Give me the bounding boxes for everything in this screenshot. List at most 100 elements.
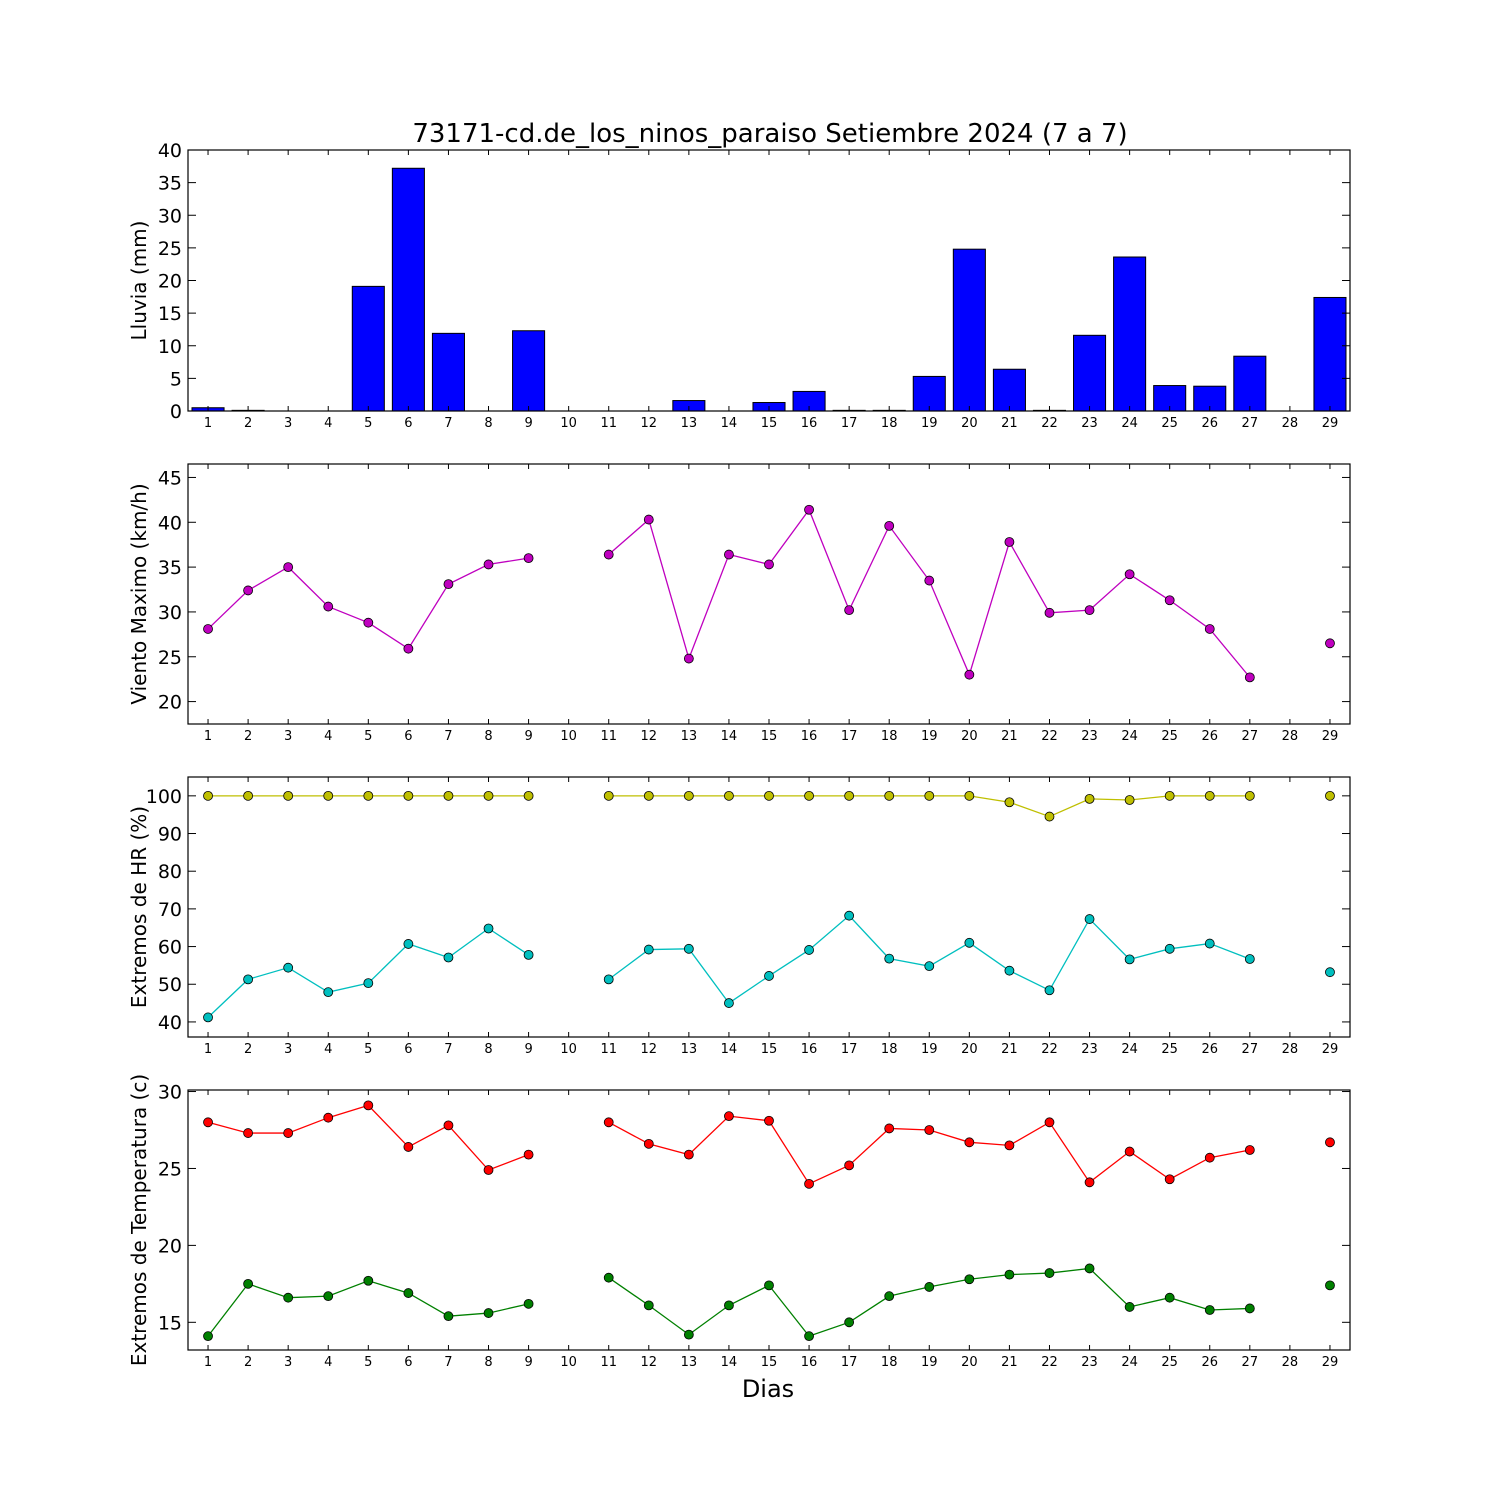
chart-title: 73171-cd.de_los_ninos_paraiso Setiembre … (412, 119, 1127, 149)
temperature-series-2-point-day-25 (1164, 1292, 1175, 1303)
humidity-series-1-point-day-15 (764, 790, 774, 801)
humidity-series-2-point-day-14 (724, 998, 734, 1008)
wind-ytick-label: 40 (158, 512, 182, 534)
rain-ytick-label: 25 (158, 238, 182, 260)
humidity-xtick-label: 11 (600, 1042, 617, 1057)
wind-series-1-point-day-19 (924, 575, 935, 586)
rain-xtick-label: 12 (641, 416, 658, 431)
humidity-xtick-label: 1 (204, 1042, 212, 1057)
rain-ytick-label: 35 (158, 173, 182, 195)
humidity-series-1-point-day-8 (483, 790, 494, 801)
humidity-ytick-label: 70 (158, 899, 182, 921)
rain-ytick-label: 20 (158, 271, 182, 293)
humidity-series-1-point-day-4 (323, 790, 334, 801)
rain-xtick-label: 28 (1282, 416, 1299, 431)
temperature-xtick-label: 10 (560, 1355, 577, 1370)
temperature-xtick-label: 6 (404, 1355, 412, 1370)
wind-xtick-label: 17 (841, 729, 858, 744)
humidity-series-1-point-day-1 (203, 790, 213, 801)
wind-xtick-label: 10 (560, 729, 577, 744)
wind-xtick-label: 14 (721, 729, 738, 744)
rain-xtick-label: 13 (681, 416, 698, 431)
temperature-ytick-label: 20 (158, 1235, 182, 1257)
humidity-xtick-label: 13 (681, 1042, 698, 1057)
temperature-series-2-point-day-1 (203, 1331, 213, 1342)
temperature-xtick-label: 28 (1282, 1355, 1299, 1370)
rain-y-axis-label: Lluvia (mm) (127, 221, 151, 341)
humidity-series-1-point-day-25 (1164, 790, 1175, 801)
wind-series-1-point-day-4 (323, 601, 334, 612)
wind-xtick-label: 4 (324, 729, 332, 744)
rain-bar-day-20 (952, 248, 986, 411)
humidity-series-2-point-day-19 (924, 961, 935, 972)
temperature-xtick-label: 27 (1242, 1355, 1259, 1370)
humidity-xtick-label: 27 (1242, 1042, 1259, 1057)
rain-xtick-label: 20 (961, 416, 978, 431)
wind-series-1-point-day-2 (243, 585, 254, 596)
wind-xtick-label: 23 (1081, 729, 1098, 744)
rain-xtick-label: 7 (444, 416, 452, 431)
rain-bar-day-6 (391, 167, 425, 411)
humidity-series-2-point-day-9 (523, 949, 534, 960)
rain-bar-day-19 (912, 375, 946, 411)
humidity-series-1-point-day-24 (1124, 795, 1135, 805)
wind-xtick-label: 16 (801, 729, 818, 744)
temperature-xtick-label: 18 (881, 1355, 898, 1370)
wind-series-1-point-day-8 (483, 559, 494, 570)
wind-xtick-label: 22 (1041, 729, 1058, 744)
wind-xtick-label: 3 (284, 729, 292, 744)
wind-xtick-label: 21 (1001, 729, 1018, 744)
humidity-series-1-point-day-13 (683, 790, 694, 801)
temperature-series-1-point-day-6 (403, 1142, 414, 1152)
temperature-series-2-point-day-3 (283, 1292, 294, 1303)
temperature-data (203, 1100, 1335, 1342)
humidity-series-1-point-day-22 (1044, 811, 1055, 822)
wind-ytick-label: 25 (158, 647, 182, 669)
wind-series-1-point-day-9 (523, 553, 534, 564)
wind-series-1-point-day-15 (764, 559, 774, 570)
temperature-series-1-point-day-29 (1325, 1137, 1335, 1148)
humidity-series-2-point-day-16 (804, 945, 814, 955)
temperature-ytick-label: 15 (158, 1312, 182, 1334)
humidity-series-2-point-day-15 (764, 971, 774, 981)
temperature-series-1-point-day-23 (1084, 1177, 1095, 1188)
rain-xtick-label: 22 (1041, 416, 1058, 431)
humidity-series-1-point-day-14 (724, 790, 734, 801)
humidity-series-1-point-day-2 (243, 790, 254, 801)
rain-xtick-label: 23 (1081, 416, 1098, 431)
rain-xtick-label: 8 (484, 416, 492, 431)
temperature-series-2-point-day-16 (804, 1331, 814, 1342)
humidity-series-2-point-day-4 (323, 987, 334, 998)
temperature-series-1-point-day-9 (523, 1149, 534, 1160)
rain-xtick-label: 14 (721, 416, 738, 431)
rain-xtick-label: 17 (841, 416, 858, 431)
humidity-xtick-label: 28 (1282, 1042, 1299, 1057)
wind-series-1-point-day-26 (1204, 624, 1215, 634)
rain-xtick-label: 1 (204, 416, 212, 431)
temperature-xtick-label: 1 (204, 1355, 212, 1370)
wind-xtick-label: 11 (600, 729, 617, 744)
temperature-series-1-point-day-27 (1244, 1145, 1255, 1155)
wind-xtick-label: 25 (1161, 729, 1178, 744)
humidity-series-2-point-day-25 (1164, 943, 1175, 954)
humidity-series-2-point-day-3 (283, 962, 294, 973)
temperature-series-1-point-day-5 (363, 1100, 374, 1111)
temperature-series-1-point-day-2 (243, 1128, 254, 1138)
humidity-ytick-label: 50 (158, 974, 182, 996)
wind-series-1-point-day-3 (283, 562, 294, 573)
temperature-xtick-label: 20 (961, 1355, 978, 1370)
humidity-series-1-point-day-20 (964, 790, 975, 801)
humidity-xtick-label: 2 (244, 1042, 252, 1057)
humidity-xtick-label: 21 (1001, 1042, 1018, 1057)
wind-series-1-point-day-6 (403, 643, 414, 654)
humidity-series-2-point-day-27 (1244, 954, 1255, 964)
temperature-series-1-point-day-20 (964, 1137, 975, 1148)
humidity-series-2-point-day-18 (884, 953, 895, 964)
temperature-series-2-point-day-2 (243, 1278, 254, 1289)
humidity-series-1-point-day-17 (844, 790, 855, 801)
wind-xtick-label: 8 (484, 729, 492, 744)
